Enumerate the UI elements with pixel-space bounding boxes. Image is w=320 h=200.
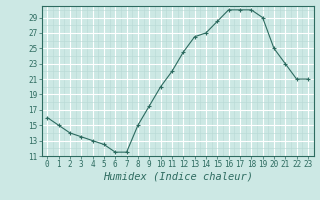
X-axis label: Humidex (Indice chaleur): Humidex (Indice chaleur): [103, 172, 252, 182]
